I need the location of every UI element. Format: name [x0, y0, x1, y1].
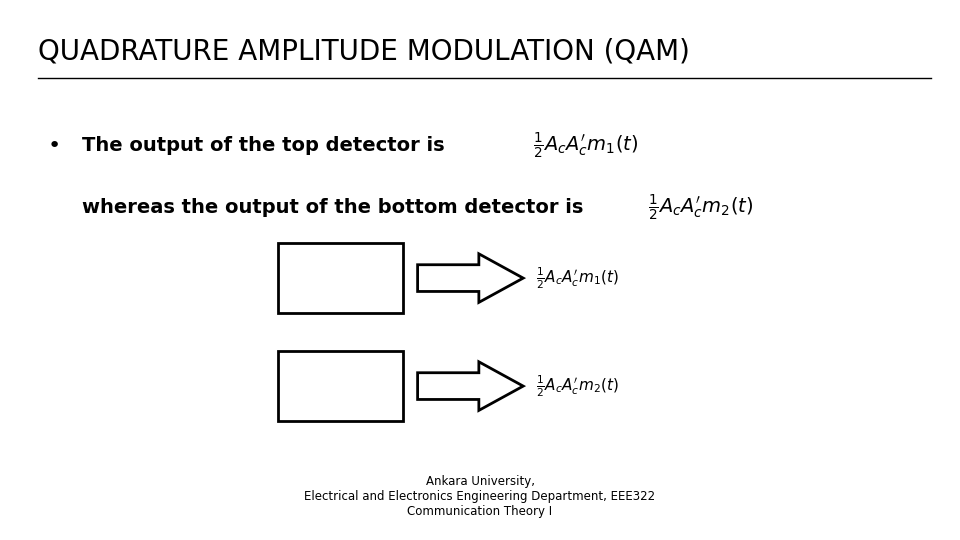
Text: $\frac{1}{2}A_cA_c'm_2(t)$: $\frac{1}{2}A_cA_c'm_2(t)$ — [648, 193, 754, 223]
Polygon shape — [418, 254, 523, 302]
Bar — [278, 351, 403, 421]
Text: •: • — [48, 136, 61, 156]
Text: whereas the output of the bottom detector is: whereas the output of the bottom detecto… — [82, 198, 589, 218]
Bar — [278, 243, 403, 313]
Text: $\frac{1}{2}A_cA_c'm_2(t)$: $\frac{1}{2}A_cA_c'm_2(t)$ — [536, 373, 618, 399]
Text: $\frac{1}{2}A_cA_c'm_1(t)$: $\frac{1}{2}A_cA_c'm_1(t)$ — [533, 131, 638, 161]
Text: $\frac{1}{2}A_cA_c'm_1(t)$: $\frac{1}{2}A_cA_c'm_1(t)$ — [536, 265, 618, 291]
Text: QUADRATURE AMPLITUDE MODULATION (QAM): QUADRATURE AMPLITUDE MODULATION (QAM) — [38, 38, 690, 66]
Polygon shape — [418, 362, 523, 410]
Text: Ankara University,
Electrical and Electronics Engineering Department, EEE322
Com: Ankara University, Electrical and Electr… — [304, 475, 656, 518]
Text: The output of the top detector is: The output of the top detector is — [82, 136, 451, 156]
